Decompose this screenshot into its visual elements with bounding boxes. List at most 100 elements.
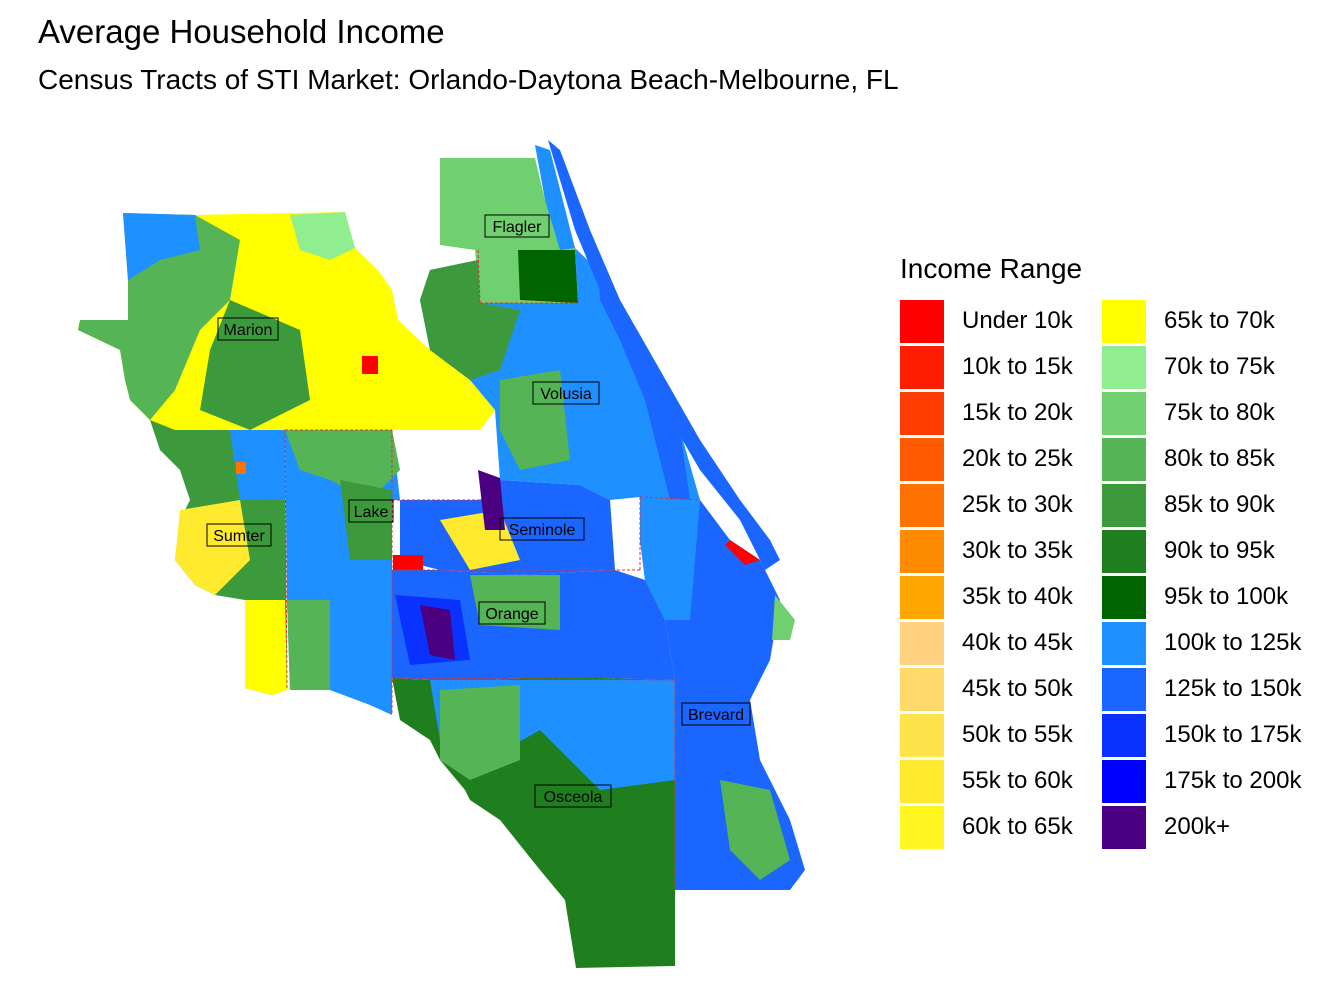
legend-label: 60k to 65k (962, 813, 1073, 840)
legend-item: 125k to 150k (1102, 666, 1314, 712)
legend-label: 200k+ (1164, 813, 1231, 840)
legend-label: 50k to 55k (962, 721, 1073, 748)
legend-item: 50k to 55k (900, 712, 1082, 758)
legend-swatch (1102, 759, 1146, 803)
county-area-flagler-dark (518, 250, 578, 303)
county-area-marion-green (78, 213, 240, 420)
county-area-brevard-barrier (772, 595, 795, 640)
legend-swatch (900, 345, 944, 389)
county-label-flagler: Flagler (484, 214, 550, 238)
map-subtitle: Census Tracts of STI Market: Orlando-Day… (38, 64, 899, 95)
county-label-seminole-text: Seminole (509, 522, 576, 539)
legend-swatch (900, 805, 944, 849)
legend-swatch (1102, 483, 1146, 527)
legend-swatch (1102, 805, 1146, 849)
legend-item: 35k to 40k (900, 574, 1082, 620)
county-area-orange-purple (420, 605, 455, 660)
legend-label: 35k to 40k (962, 583, 1073, 610)
legend-item: Under 10k (900, 298, 1082, 344)
legend-swatch (900, 529, 944, 573)
legend-swatch (900, 575, 944, 619)
county-area-seminole (400, 480, 615, 575)
legend-item: 30k to 35k (900, 528, 1082, 574)
legend-label: 95k to 100k (1164, 583, 1289, 610)
county-label-lake: Lake (348, 499, 394, 523)
legend-label: 70k to 75k (1164, 353, 1275, 380)
county-label-marion-text: Marion (224, 322, 273, 339)
legend-swatch (900, 437, 944, 481)
legend-item: 75k to 80k (1102, 390, 1314, 436)
legend-title: Income Range (900, 253, 1083, 284)
county-area-volusia-green (420, 260, 520, 380)
legend-label: 25k to 30k (962, 491, 1073, 518)
county-label-orange-text: Orange (485, 606, 538, 623)
legend-swatch (1102, 713, 1146, 757)
legend-label: 100k to 125k (1164, 629, 1302, 656)
county-label-brevard: Brevard (681, 702, 751, 726)
legend-item: 45k to 50k (900, 666, 1082, 712)
county-label-osceola: Osceola (534, 784, 612, 808)
county-area-marion-red (362, 356, 378, 374)
legend-swatch (900, 483, 944, 527)
county-label-volusia-text: Volusia (540, 386, 592, 403)
legend-item: 25k to 30k (900, 482, 1082, 528)
county-area-volusia-mix (500, 370, 570, 470)
county-label-sumter-text: Sumter (213, 528, 265, 545)
legend-item: 10k to 15k (900, 344, 1082, 390)
county-label-flagler-text: Flagler (493, 219, 543, 236)
legend-swatch (1102, 621, 1146, 665)
legend-label: 10k to 15k (962, 353, 1073, 380)
legend-item: 200k+ (1102, 804, 1314, 850)
legend-item: 55k to 60k (900, 758, 1082, 804)
legend-item: 60k to 65k (900, 804, 1082, 850)
legend-swatch (1102, 345, 1146, 389)
county-borders (284, 249, 701, 890)
legend-swatch (900, 391, 944, 435)
county-area-flagler-blue (535, 145, 575, 250)
legend-item: 40k to 45k (900, 620, 1082, 666)
legend-label: Under 10k (962, 307, 1073, 334)
county-area-sumter-orange (236, 462, 246, 474)
legend-swatch (900, 299, 944, 343)
legend-item: 100k to 125k (1102, 620, 1314, 666)
legend-swatch (900, 713, 944, 757)
legend-label: 150k to 175k (1164, 721, 1302, 748)
legend-column-2: 65k to 70k 70k to 75k 75k to 80k 80k to … (1102, 298, 1314, 850)
legend-label: 65k to 70k (1164, 307, 1275, 334)
legend-label: 175k to 200k (1164, 767, 1302, 794)
legend-column-1: Under 10k 10k to 15k 15k to 20k 20k to 2… (900, 298, 1082, 850)
legend-label: 125k to 150k (1164, 675, 1302, 702)
county-area-brevard-coast (725, 540, 760, 565)
legend-item: 15k to 20k (900, 390, 1082, 436)
county-label-marion: Marion (217, 317, 279, 341)
county-label-orange: Orange (478, 601, 546, 625)
legend-item: 175k to 200k (1102, 758, 1314, 804)
county-area-marion-blue (123, 213, 200, 280)
legend-swatch (1102, 437, 1146, 481)
legend-swatch (1102, 575, 1146, 619)
barrier-island-strip (548, 140, 780, 570)
legend-label: 85k to 90k (1164, 491, 1275, 518)
legend-item: 70k to 75k (1102, 344, 1314, 390)
county-area-seminole-purple (478, 470, 505, 530)
county-label-sumter: Sumter (206, 523, 272, 547)
legend-label: 20k to 25k (962, 445, 1073, 472)
legend-item: 80k to 85k (1102, 436, 1314, 482)
legend-item: 150k to 175k (1102, 712, 1314, 758)
legend-item: 20k to 25k (900, 436, 1082, 482)
legend-label: 80k to 85k (1164, 445, 1275, 472)
county-area-lake-green (285, 430, 400, 500)
county-area-brevard-light (640, 497, 700, 620)
county-area-marion-lightgreen (290, 212, 355, 260)
map-title: Average Household Income (38, 13, 445, 50)
legend-swatch (900, 667, 944, 711)
legend-item: 85k to 90k (1102, 482, 1314, 528)
county-area-lake-south (287, 600, 330, 690)
legend-label: 40k to 45k (962, 629, 1073, 656)
legend-label: 75k to 80k (1164, 399, 1275, 426)
county-area-sumter-blue (230, 430, 285, 500)
county-area-brevard-mix (720, 780, 790, 880)
county-area-osceola-green (440, 685, 520, 780)
legend-item: 95k to 100k (1102, 574, 1314, 620)
